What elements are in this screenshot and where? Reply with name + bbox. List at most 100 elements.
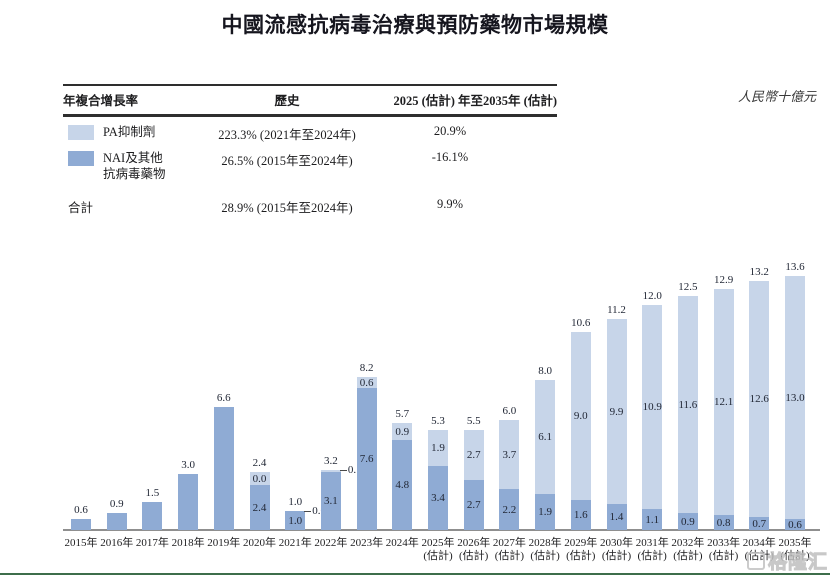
bar-total-label: 5.5 [466, 415, 481, 427]
nai-value-label: 3.1 [324, 495, 338, 507]
nai-segment [642, 509, 663, 530]
pa-segment [392, 423, 413, 440]
pa-value-label: 11.6 [678, 398, 698, 411]
header-cagr: 年複合增長率 [63, 94, 139, 108]
bar-total-label: 12.9 [713, 274, 734, 286]
nai-segment [356, 388, 377, 530]
bar-total-label: 12.5 [678, 281, 698, 293]
legend-forecast: -16.1% [431, 150, 469, 164]
nai-segment [71, 519, 91, 530]
nai-value-label: 0.6 [788, 518, 802, 531]
bar-total-label: 1.0 [288, 496, 303, 508]
nai-segment [428, 466, 448, 530]
pa-segment [320, 470, 341, 472]
pa-value-label: 9.0 [573, 410, 588, 422]
summary-legend-rows: PA抑制劑 223.3% (2021年至2024年) 20.9% NAI及其他 抗病毒藥… [63, 124, 557, 182]
x-axis-label: 2025年 (估計) [421, 537, 455, 562]
unit-label: 人民幣十億元 [737, 89, 816, 104]
nai-segment [249, 485, 270, 530]
x-axis-line [63, 529, 820, 531]
x-axis-label: 2032年 (估計) [671, 537, 705, 562]
leader-line [339, 469, 347, 471]
total-row-forecast: 9.9% [436, 197, 464, 211]
bar-total-label: 5.3 [431, 415, 445, 427]
legend-label: NAI及其他 抗病毒藥物 [103, 151, 166, 181]
nai-segment [606, 504, 627, 530]
bar-total-label: 0.9 [109, 498, 124, 510]
pa-segment [713, 289, 734, 515]
nai-segment [285, 511, 306, 530]
pa-value-label: 0.6 [359, 376, 374, 389]
nai-segment [213, 407, 234, 530]
pa-value-label: 3.7 [502, 448, 517, 461]
x-axis-label: 2018年 [171, 537, 205, 549]
x-axis-label: 2028年 (估計) [528, 537, 562, 562]
bar-total-label: 6.6 [216, 392, 231, 404]
bar-total-label: 2.4 [252, 457, 267, 469]
pa-value-label: 6.1 [538, 431, 552, 443]
pa-value-label: 9.9 [609, 405, 624, 418]
pa-segment [570, 332, 591, 500]
page-title: 中國流感抗病毒治療與預防藥物市場規模 [221, 13, 609, 37]
pa-segment [499, 420, 520, 489]
nai-value-label: 0.7 [752, 517, 767, 530]
summary-table-header: 年複合增長率 歷史 2025 (估計) 年至2035年 (估計) [63, 84, 557, 117]
pa-segment [677, 296, 698, 513]
total-row-label: 合計 [68, 201, 94, 215]
bar-total-label: 1.5 [145, 487, 160, 499]
x-axis-label: 2035年 (估計) [778, 537, 812, 562]
pa-segment [785, 276, 805, 519]
pa-value-label: 12.1 [713, 396, 734, 408]
nai-value-label: 3.4 [431, 492, 445, 504]
bar-total-label: 11.2 [607, 304, 626, 316]
pa-value-label: 0.9 [395, 425, 410, 438]
pa-value-label: 12.6 [749, 393, 769, 405]
nai-value-label: 1.4 [609, 511, 624, 523]
pa-segment [463, 430, 484, 480]
watermark-text: 格隆汇 [767, 552, 828, 574]
total-row: 合計 28.9% (2015年至2024年) 9.9% [63, 197, 557, 216]
bar-total-label: 6.0 [502, 405, 517, 417]
bar-total-label: 13.6 [785, 261, 805, 273]
pa-value-label: 13.0 [785, 391, 805, 404]
bar-total-label: 0.6 [74, 504, 88, 516]
bottom-rule [0, 573, 830, 575]
nai-segment [178, 474, 199, 530]
nai-value-label: 2.4 [252, 501, 267, 514]
legend-history: 26.5% (2015年至2024年) [221, 154, 353, 168]
nai-segment [677, 513, 698, 530]
legend-label: PA抑制劑 [103, 125, 156, 139]
nai-segment [535, 494, 556, 530]
bar-total-label: 13.2 [749, 266, 769, 278]
header-forecast: 2025 (估計) 年至2035年 (估計) [393, 94, 557, 108]
nai-value-label: 2.2 [502, 503, 517, 516]
pa-legend-swatch [68, 125, 94, 140]
total-row-history: 28.9% (2015年至2024年) [221, 201, 353, 215]
nai-segment [713, 515, 734, 530]
nai-value-label: 1.1 [645, 513, 660, 526]
nai-value-label: 1.9 [538, 506, 552, 518]
nai-segment [570, 500, 591, 530]
x-axis-label: 2019年 [207, 537, 241, 549]
x-axis-label: 2026年 (估計) [457, 537, 491, 562]
pa-segment [749, 281, 770, 517]
nai-value-label: 0.8 [716, 516, 731, 529]
pa-value-label: 1.9 [431, 442, 445, 454]
watermark: 格隆汇 [746, 547, 828, 574]
x-axis-label: 2024年 [385, 537, 419, 549]
x-axis-label: 2020年 [243, 537, 276, 549]
nai-value-label: 1.6 [573, 509, 588, 521]
bar-total-label: 5.7 [395, 408, 410, 420]
legend-history: 223.3% (2021年至2024年) [218, 128, 356, 142]
pa-segment [428, 430, 448, 466]
x-axis-label: 2021年 [278, 537, 312, 549]
x-axis-label: 2017年 [135, 537, 169, 549]
legend-row: NAI及其他 抗病毒藥物 26.5% (2015年至2024年) -16.1% [63, 150, 557, 182]
bar-total-label: 8.2 [359, 362, 374, 374]
nai-value-label: 7.6 [359, 453, 374, 465]
x-axis-label: 2029年 (估計) [564, 537, 598, 562]
nai-segment [463, 480, 484, 530]
nai-value-label: 2.7 [466, 499, 481, 511]
legend-row: PA抑制劑 223.3% (2021年至2024年) 20.9% [63, 124, 557, 143]
